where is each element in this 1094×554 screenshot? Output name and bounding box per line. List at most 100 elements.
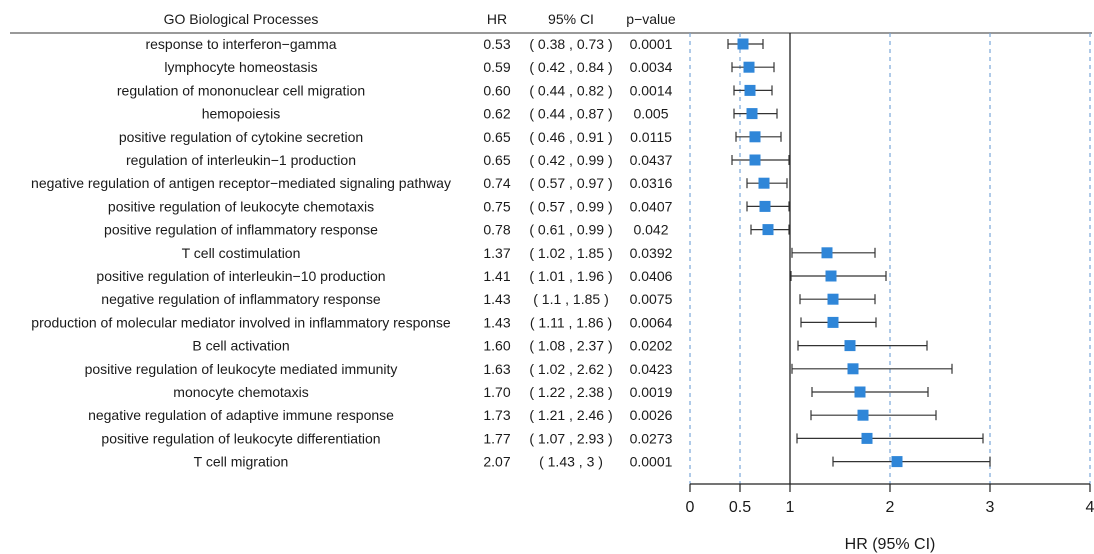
row-ci: ( 1.08 , 2.37 ) — [529, 338, 612, 354]
table-rows: response to interferon−gamma 0.53 ( 0.38 ,… — [31, 36, 673, 470]
hr-point — [758, 177, 770, 189]
hr-point — [825, 270, 837, 282]
row-hr: 0.78 — [483, 222, 510, 238]
plot-marks — [727, 38, 991, 468]
row-term: positive regulation of leukocyte chemota… — [108, 198, 374, 214]
hr-point — [743, 61, 755, 73]
hr-point — [844, 340, 856, 352]
row-term: production of molecular mediator involve… — [31, 314, 451, 330]
row-p-value: 0.0034 — [630, 59, 673, 75]
row-term: monocyte chemotaxis — [173, 384, 308, 400]
row-term: T cell costimulation — [182, 245, 301, 261]
row-hr: 1.43 — [483, 314, 510, 330]
row-p-value: 0.0202 — [630, 338, 673, 354]
row-hr: 0.59 — [483, 59, 510, 75]
row-term: positive regulation of interleukin−10 pr… — [96, 268, 385, 284]
row-hr: 0.74 — [483, 175, 510, 191]
row-ci: ( 1.01 , 1.96 ) — [529, 268, 612, 284]
hr-point — [827, 316, 839, 328]
row-ci: ( 0.57 , 0.99 ) — [529, 198, 612, 214]
x-axis: 0 0.5 1 2 3 4 — [686, 483, 1094, 516]
row-ci: ( 1.11 , 1.86 ) — [530, 314, 612, 330]
hr-point — [746, 108, 758, 120]
row-hr: 0.65 — [483, 129, 510, 145]
row-term: B cell activation — [192, 338, 289, 354]
row-term: negative regulation of adaptive immune r… — [88, 407, 394, 423]
hr-point — [759, 200, 771, 212]
x-tick-label: 1 — [786, 499, 795, 516]
hr-point — [847, 363, 859, 375]
row-ci: ( 1.1 , 1.85 ) — [533, 291, 608, 307]
row-p-value: 0.0406 — [630, 268, 673, 284]
row-hr: 0.75 — [483, 198, 510, 214]
header-term: GO Biological Processes — [164, 11, 319, 27]
row-hr: 1.63 — [483, 361, 510, 377]
row-ci: ( 0.46 , 0.91 ) — [529, 129, 612, 145]
row-ci: ( 0.42 , 0.99 ) — [529, 152, 612, 168]
hr-point — [744, 84, 756, 96]
x-tick-label: 0 — [686, 499, 695, 516]
row-hr: 0.53 — [483, 36, 510, 52]
row-hr: 1.70 — [483, 384, 510, 400]
row-p-value: 0.0075 — [630, 291, 673, 307]
header-hr: HR — [487, 11, 507, 27]
row-hr: 1.41 — [483, 268, 510, 284]
row-p-value: 0.0026 — [630, 407, 673, 423]
row-ci: ( 1.22 , 2.38 ) — [529, 384, 612, 400]
row-ci: ( 0.61 , 0.99 ) — [529, 222, 612, 238]
hr-point — [857, 409, 869, 421]
row-term: positive regulation of leukocyte differe… — [101, 430, 380, 446]
row-ci: ( 0.57 , 0.97 ) — [529, 175, 612, 191]
row-ci: ( 1.07 , 2.93 ) — [529, 430, 612, 446]
row-p-value: 0.042 — [633, 222, 668, 238]
row-ci: ( 1.02 , 1.85 ) — [529, 245, 612, 261]
row-term: lymphocyte homeostasis — [164, 59, 317, 75]
row-term: response to interferon−gamma — [145, 36, 336, 52]
row-ci: ( 1.21 , 2.46 ) — [529, 407, 612, 423]
row-ci: ( 1.43 , 3 ) — [539, 454, 603, 470]
hr-point — [854, 386, 866, 398]
row-hr: 0.65 — [483, 152, 510, 168]
x-tick-label: 2 — [886, 499, 895, 516]
row-term: positive regulation of cytokine secretio… — [119, 129, 363, 145]
row-hr: 0.60 — [483, 82, 510, 98]
row-term: regulation of interleukin−1 production — [126, 152, 356, 168]
hr-point — [737, 38, 749, 50]
row-ci: ( 0.44 , 0.87 ) — [529, 106, 612, 122]
row-term: negative regulation of inflammatory resp… — [101, 291, 381, 307]
row-p-value: 0.0437 — [630, 152, 673, 168]
row-p-value: 0.0064 — [630, 314, 673, 330]
row-p-value: 0.0407 — [630, 198, 673, 214]
row-p-value: 0.0014 — [630, 82, 673, 98]
row-hr: 1.73 — [483, 407, 510, 423]
row-hr: 0.62 — [483, 106, 510, 122]
x-tick-label: 4 — [1086, 499, 1094, 516]
row-p-value: 0.0019 — [630, 384, 673, 400]
row-hr: 1.37 — [483, 245, 510, 261]
row-hr: 1.60 — [483, 338, 510, 354]
row-p-value: 0.005 — [633, 106, 668, 122]
row-p-value: 0.0115 — [630, 129, 672, 145]
column-headers: GO Biological Processes HR 95% CI p−valu… — [164, 11, 676, 27]
row-term: regulation of mononuclear cell migration — [117, 82, 365, 98]
row-ci: ( 0.38 , 0.73 ) — [529, 36, 612, 52]
hr-point — [762, 224, 774, 236]
x-tick-label: 0.5 — [729, 499, 751, 516]
header-ci: 95% CI — [548, 11, 594, 27]
x-tick-label: 3 — [986, 499, 995, 516]
hr-point — [891, 456, 903, 468]
hr-point — [749, 154, 761, 166]
row-p-value: 0.0423 — [630, 361, 673, 377]
x-axis-title: HR (95% CI) — [845, 536, 936, 553]
hr-point — [861, 432, 873, 444]
gridlines — [689, 33, 1091, 484]
row-p-value: 0.0316 — [630, 175, 673, 191]
row-ci: ( 0.42 , 0.84 ) — [529, 59, 612, 75]
row-term: T cell migration — [194, 454, 289, 470]
row-p-value: 0.0273 — [630, 430, 673, 446]
row-ci: ( 0.44 , 0.82 ) — [529, 82, 612, 98]
row-p-value: 0.0001 — [630, 36, 673, 52]
hr-point — [821, 247, 833, 259]
row-hr: 1.77 — [483, 430, 510, 446]
